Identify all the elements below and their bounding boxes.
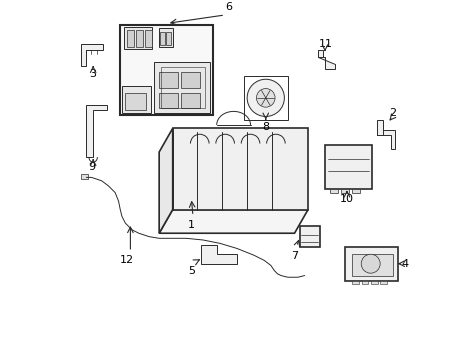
Text: 1: 1: [188, 220, 195, 230]
Polygon shape: [159, 29, 173, 47]
Polygon shape: [201, 245, 237, 264]
Bar: [136, 30, 143, 47]
Bar: [82, 174, 88, 179]
Text: 7: 7: [291, 251, 298, 261]
Text: 8: 8: [262, 121, 269, 132]
Text: 6: 6: [225, 2, 232, 12]
Circle shape: [256, 88, 275, 107]
Polygon shape: [154, 62, 210, 113]
Polygon shape: [318, 57, 335, 69]
Polygon shape: [325, 145, 373, 189]
FancyBboxPatch shape: [120, 25, 213, 115]
Bar: [166, 32, 171, 45]
Circle shape: [361, 254, 380, 273]
Text: 10: 10: [340, 194, 354, 204]
Bar: [159, 93, 178, 108]
Polygon shape: [86, 105, 107, 157]
Polygon shape: [159, 209, 308, 233]
Polygon shape: [124, 27, 152, 49]
Bar: [127, 30, 134, 47]
Text: 4: 4: [401, 259, 408, 269]
Bar: [181, 93, 200, 108]
Polygon shape: [82, 44, 103, 66]
Bar: [146, 30, 152, 47]
Bar: [181, 72, 200, 88]
Bar: [161, 68, 205, 108]
Bar: [352, 189, 360, 193]
Text: 3: 3: [90, 69, 97, 79]
Text: 11: 11: [319, 39, 333, 49]
Bar: [160, 32, 165, 45]
Polygon shape: [352, 254, 392, 276]
Polygon shape: [122, 86, 151, 113]
Polygon shape: [377, 120, 383, 135]
Bar: [159, 72, 178, 88]
Bar: [330, 189, 337, 193]
Polygon shape: [345, 247, 398, 280]
Bar: [352, 280, 359, 284]
Circle shape: [247, 79, 284, 117]
Bar: [362, 280, 368, 284]
Text: 2: 2: [389, 108, 396, 118]
Text: 12: 12: [120, 255, 134, 265]
Polygon shape: [173, 128, 308, 209]
Polygon shape: [125, 93, 146, 110]
Polygon shape: [300, 227, 320, 247]
Polygon shape: [159, 128, 173, 233]
Polygon shape: [318, 50, 323, 57]
Text: 9: 9: [89, 162, 96, 172]
Bar: [371, 280, 378, 284]
Text: 5: 5: [188, 266, 195, 276]
Polygon shape: [377, 130, 395, 149]
Bar: [381, 280, 387, 284]
Bar: [341, 189, 349, 193]
